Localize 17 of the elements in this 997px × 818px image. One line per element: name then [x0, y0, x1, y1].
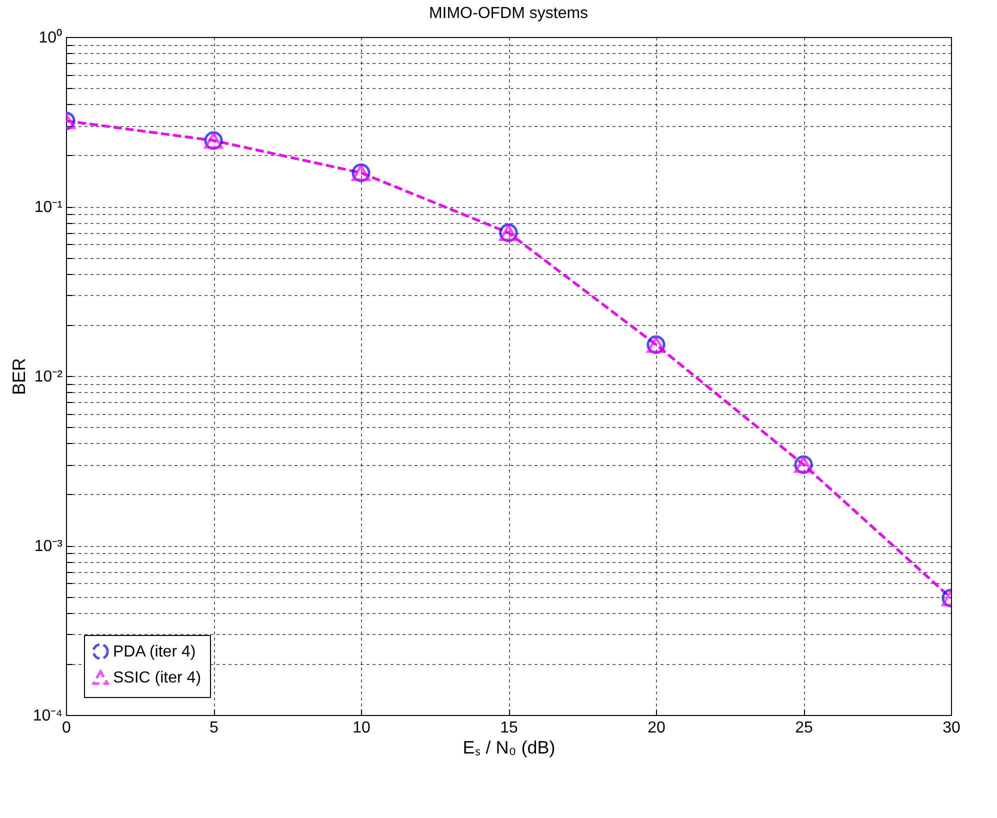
legend-label: SSIC (iter 4)	[113, 670, 202, 686]
x-tick-label: 20	[648, 720, 666, 736]
y-tick-label: 10⁻⁴	[32, 708, 63, 724]
y-tick-label: 10⁻³	[34, 538, 64, 555]
legend-label: PDA (iter 4)	[113, 644, 196, 660]
x-axis-title: Eₛ / N₀ (dB)	[462, 738, 556, 758]
y-tick-label: 10⁰	[38, 28, 62, 46]
x-tick-label: 10	[352, 720, 370, 736]
x-tick-label: 5	[210, 720, 219, 736]
chart-title: MIMO-OFDM systems	[428, 5, 588, 22]
y-tick-label: 10⁻¹	[34, 199, 62, 216]
y-tick-label: 10⁻²	[34, 368, 64, 386]
y-axis-title: BER	[8, 358, 29, 396]
x-tick-label: 0	[62, 720, 72, 736]
x-tick-label: 15	[500, 720, 518, 736]
x-tick-label: 30	[942, 720, 960, 736]
x-tick-label: 25	[795, 720, 813, 736]
